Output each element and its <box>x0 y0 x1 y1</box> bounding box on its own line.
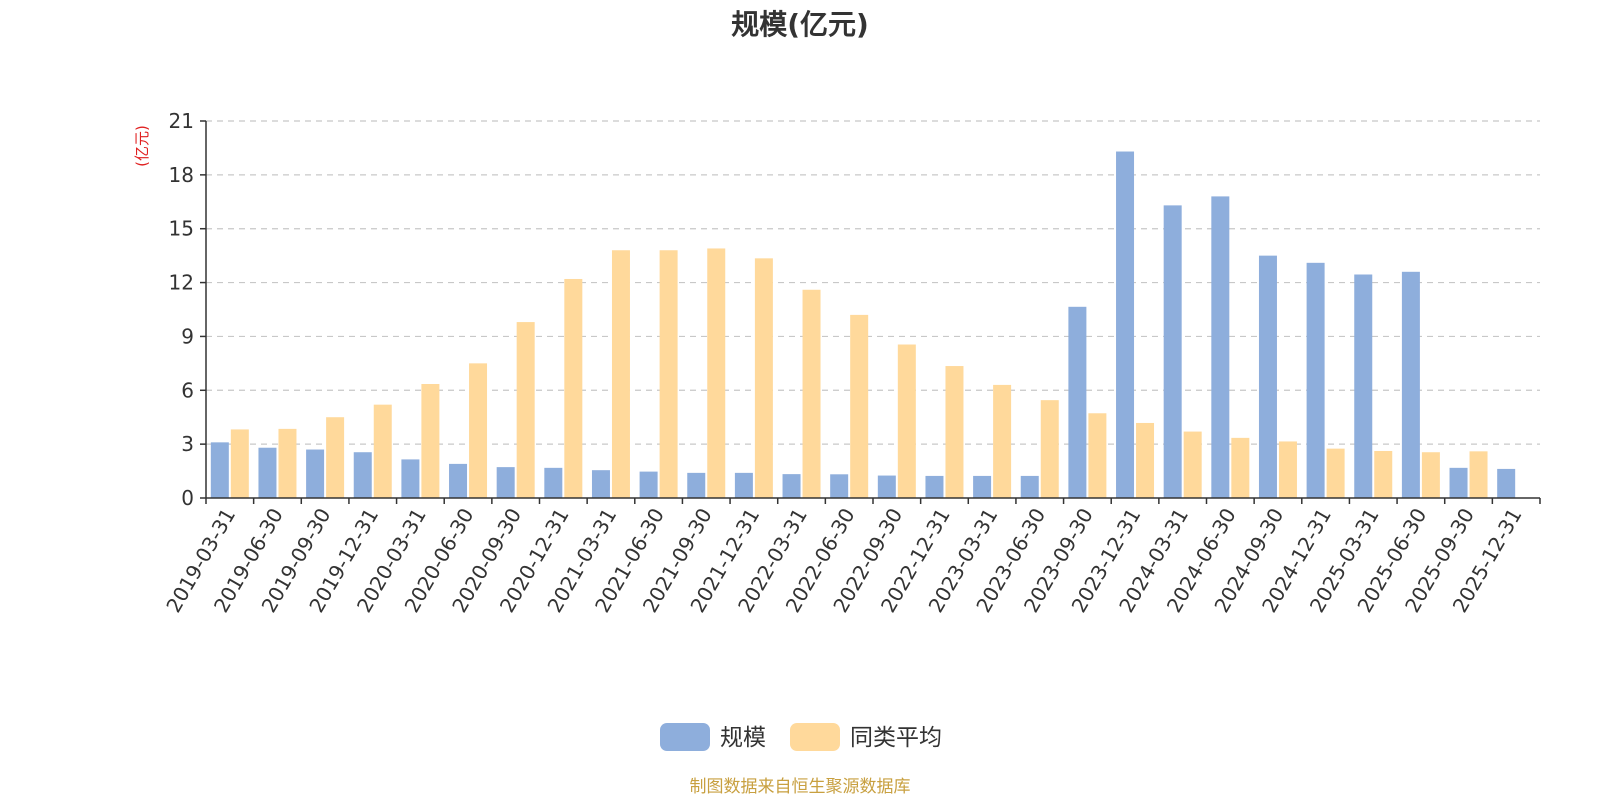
bar-scale-2022-06-30[interactable] <box>830 474 849 498</box>
bar-scale-2025-09-30[interactable] <box>1449 467 1468 498</box>
bars <box>210 151 1516 498</box>
bar-scale-2022-12-31[interactable] <box>925 475 944 498</box>
bar-scale-2019-06-30[interactable] <box>258 447 277 498</box>
y-axis-unit-label: (亿元) <box>133 125 151 167</box>
bar-scale-2025-03-31[interactable] <box>1354 274 1373 498</box>
bar-scale-2024-09-30[interactable] <box>1258 255 1277 498</box>
bar-scale-2020-06-30[interactable] <box>449 463 468 498</box>
bar-scale-2023-03-31[interactable] <box>973 475 992 498</box>
bar-peer-average-2022-12-31[interactable] <box>945 366 964 498</box>
bar-scale-2021-12-31[interactable] <box>734 472 753 498</box>
y-tick-label: 6 <box>181 378 194 402</box>
bar-scale-2025-06-30[interactable] <box>1401 271 1420 498</box>
bar-scale-2023-12-31[interactable] <box>1116 151 1135 498</box>
y-tick-label: 9 <box>181 324 194 348</box>
bar-peer-average-2020-03-31[interactable] <box>421 384 440 498</box>
bar-peer-average-2019-03-31[interactable] <box>230 429 249 498</box>
bar-peer-average-2022-03-31[interactable] <box>802 289 821 498</box>
bar-scale-2023-06-30[interactable] <box>1020 475 1039 498</box>
bar-scale-2019-09-30[interactable] <box>306 449 325 498</box>
bar-peer-average-2025-03-31[interactable] <box>1374 450 1393 498</box>
y-tick-label: 12 <box>169 271 194 295</box>
bar-peer-average-2022-06-30[interactable] <box>850 314 869 498</box>
bar-peer-average-2021-03-31[interactable] <box>611 250 630 498</box>
bar-scale-2021-03-31[interactable] <box>591 470 610 498</box>
bar-scale-2022-03-31[interactable] <box>782 474 801 498</box>
bar-peer-average-2025-09-30[interactable] <box>1469 451 1488 498</box>
bar-scale-2021-06-30[interactable] <box>639 471 658 498</box>
bar-scale-2025-12-31[interactable] <box>1497 468 1516 498</box>
bar-scale-2020-03-31[interactable] <box>401 459 420 498</box>
y-tick-label: 21 <box>169 109 194 133</box>
bar-peer-average-2023-12-31[interactable] <box>1136 422 1155 498</box>
chart-title: 规模(亿元) <box>731 8 869 41</box>
bar-peer-average-2025-06-30[interactable] <box>1421 452 1440 498</box>
bar-scale-2024-03-31[interactable] <box>1163 205 1182 498</box>
bar-peer-average-2020-06-30[interactable] <box>469 363 488 498</box>
legend-swatch-scale[interactable] <box>660 723 710 751</box>
bar-peer-average-2024-09-30[interactable] <box>1278 441 1297 498</box>
bar-peer-average-2023-03-31[interactable] <box>993 384 1012 498</box>
legend[interactable]: 规模 同类平均 <box>660 723 942 751</box>
bar-peer-average-2019-06-30[interactable] <box>278 428 297 498</box>
bar-scale-2019-03-31[interactable] <box>210 442 229 498</box>
bar-peer-average-2020-09-30[interactable] <box>516 322 535 498</box>
y-tick-label: 0 <box>181 486 194 510</box>
bar-peer-average-2020-12-31[interactable] <box>564 278 583 498</box>
legend-swatch-peer-average[interactable] <box>790 723 840 751</box>
bar-peer-average-2019-09-30[interactable] <box>326 417 345 498</box>
bar-scale-2020-12-31[interactable] <box>544 467 563 498</box>
bar-peer-average-2021-12-31[interactable] <box>754 258 773 498</box>
bar-peer-average-2021-06-30[interactable] <box>659 250 678 498</box>
legend-label-peer-average[interactable]: 同类平均 <box>850 725 942 751</box>
bar-peer-average-2024-03-31[interactable] <box>1183 431 1202 498</box>
data-source-note: 制图数据来自恒生聚源数据库 <box>690 777 911 797</box>
y-tick-label: 18 <box>169 163 194 187</box>
bar-peer-average-2023-09-30[interactable] <box>1088 413 1107 498</box>
bar-scale-2024-12-31[interactable] <box>1306 262 1325 498</box>
y-tick-label: 15 <box>169 217 194 241</box>
y-tick-label: 3 <box>181 432 194 456</box>
bar-scale-2021-09-30[interactable] <box>687 472 706 498</box>
bar-scale-2024-06-30[interactable] <box>1211 196 1230 498</box>
bar-peer-average-2024-06-30[interactable] <box>1231 437 1250 498</box>
legend-label-scale[interactable]: 规模 <box>720 725 766 751</box>
bar-peer-average-2022-09-30[interactable] <box>897 344 916 498</box>
bar-scale-2020-09-30[interactable] <box>496 467 515 498</box>
bar-scale-2023-09-30[interactable] <box>1068 306 1087 498</box>
bar-scale-2019-12-31[interactable] <box>353 452 372 498</box>
bar-peer-average-2021-09-30[interactable] <box>707 248 726 498</box>
bar-peer-average-2023-06-30[interactable] <box>1040 400 1059 498</box>
bar-scale-2022-09-30[interactable] <box>877 475 896 498</box>
gridlines <box>206 120 1540 445</box>
bar-peer-average-2024-12-31[interactable] <box>1326 448 1345 498</box>
bar-peer-average-2019-12-31[interactable] <box>373 404 392 498</box>
